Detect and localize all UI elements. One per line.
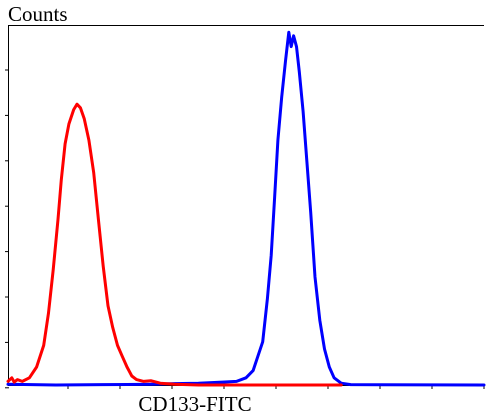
y-axis-ticks xyxy=(5,69,9,389)
x-axis-label: CD133-FITC xyxy=(138,392,251,416)
series-line-red xyxy=(6,102,343,387)
series-line-blue xyxy=(6,30,486,387)
y-axis-label: Counts xyxy=(8,2,68,26)
series-layer xyxy=(6,30,486,387)
